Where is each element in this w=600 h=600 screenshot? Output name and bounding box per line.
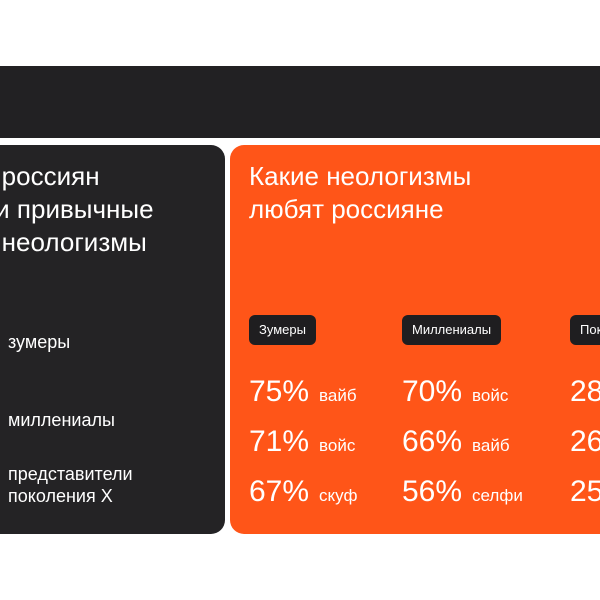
right-orange-card: Какие неологизмы любят россияне Зумеры 7… — [230, 145, 600, 534]
legend-item-zoomers: зумеры — [8, 332, 71, 352]
stat-percent: 66% — [402, 425, 463, 458]
stat-word: вайб — [472, 436, 510, 455]
left-card-title: о россиян ли привычные а неологизмы — [0, 161, 154, 257]
stat-percent: 71% — [249, 425, 310, 458]
stat-word: вайб — [319, 386, 357, 405]
stat-row: 67% скуф — [249, 475, 357, 513]
top-dark-banner — [0, 66, 600, 138]
stat-percent: 70% — [402, 375, 463, 408]
stat-row: 25 — [570, 475, 600, 509]
stat-row: 26 — [570, 425, 600, 459]
tag-generation-x: Пок — [570, 315, 600, 345]
tag-zoomers: Зумеры — [249, 315, 316, 345]
stat-word: селфи — [472, 486, 523, 505]
left-dark-card: о россиян ли привычные а неологизмы зуме… — [0, 145, 225, 534]
stat-percent: 67% — [249, 475, 310, 508]
stat-word: скуф — [319, 486, 358, 505]
stat-percent: 25 — [570, 475, 600, 508]
stat-percent: 56% — [402, 475, 463, 508]
legend-item-generation-x: представители поколения X — [8, 464, 133, 506]
stat-row: 28 — [570, 375, 600, 409]
stat-row: 66% вайб — [402, 425, 510, 463]
stat-percent: 28 — [570, 375, 600, 408]
stat-row: 75% вайб — [249, 375, 357, 413]
tag-millennials: Миллениалы — [402, 315, 502, 345]
stat-word: войс — [472, 386, 509, 405]
stat-row: 70% войс — [402, 375, 508, 413]
stat-percent: 26 — [570, 425, 600, 458]
legend-item-millennials: миллениалы — [8, 410, 115, 430]
column-generation-x: Пок 28 26 25 — [570, 315, 600, 508]
stat-word: войс — [319, 436, 356, 455]
stat-row: 56% селфи — [402, 475, 523, 513]
column-millennials: Миллениалы 70% войс 66% вайб 56% селфи — [402, 315, 523, 508]
stat-row: 71% войс — [249, 425, 355, 463]
right-card-title: Какие неологизмы любят россияне — [249, 161, 472, 224]
column-zoomers: Зумеры 75% вайб 71% войс 67% скуф — [249, 315, 357, 508]
stat-percent: 75% — [249, 375, 310, 408]
